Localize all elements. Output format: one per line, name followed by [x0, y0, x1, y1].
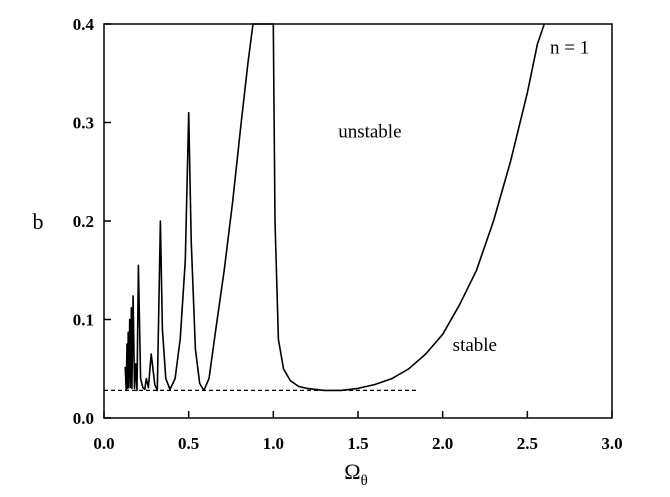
x-tick-label: 0.0 — [93, 434, 114, 453]
axis-tick-labels: 0.0 0.5 1.0 1.5 2.0 2.5 3.0 0.0 0.1 0.2 0.3 0.4 — [73, 15, 623, 453]
y-tick-label: 0.2 — [73, 212, 94, 231]
y-axis-label: b — [33, 209, 44, 234]
y-tick-label: 0.0 — [73, 409, 94, 428]
x-tick-label: 0.5 — [178, 434, 199, 453]
x-tick-label: 2.5 — [517, 434, 538, 453]
x-axis-label-main: Ω — [344, 459, 360, 484]
plot-frame — [103, 23, 613, 419]
y-tick-label: 0.4 — [73, 15, 95, 34]
axis-ticks — [103, 23, 613, 419]
x-tick-label: 1.0 — [263, 434, 284, 453]
y-tick-label: 0.3 — [73, 114, 94, 133]
annotation-unstable: unstable — [338, 121, 401, 142]
x-tick-label: 2.0 — [432, 434, 453, 453]
annotation-stable: stable — [453, 335, 497, 356]
x-tick-label: 3.0 — [601, 434, 622, 453]
x-axis-label: Ωθ — [344, 459, 368, 489]
x-axis-label-subscript: θ — [361, 473, 368, 489]
series-layer — [104, 23, 546, 392]
y-tick-label: 0.1 — [73, 311, 94, 330]
stability-boundary-curve — [124, 23, 546, 392]
x-tick-label: 1.5 — [347, 434, 368, 453]
annotation-n-equals-1: n = 1 — [550, 38, 589, 59]
